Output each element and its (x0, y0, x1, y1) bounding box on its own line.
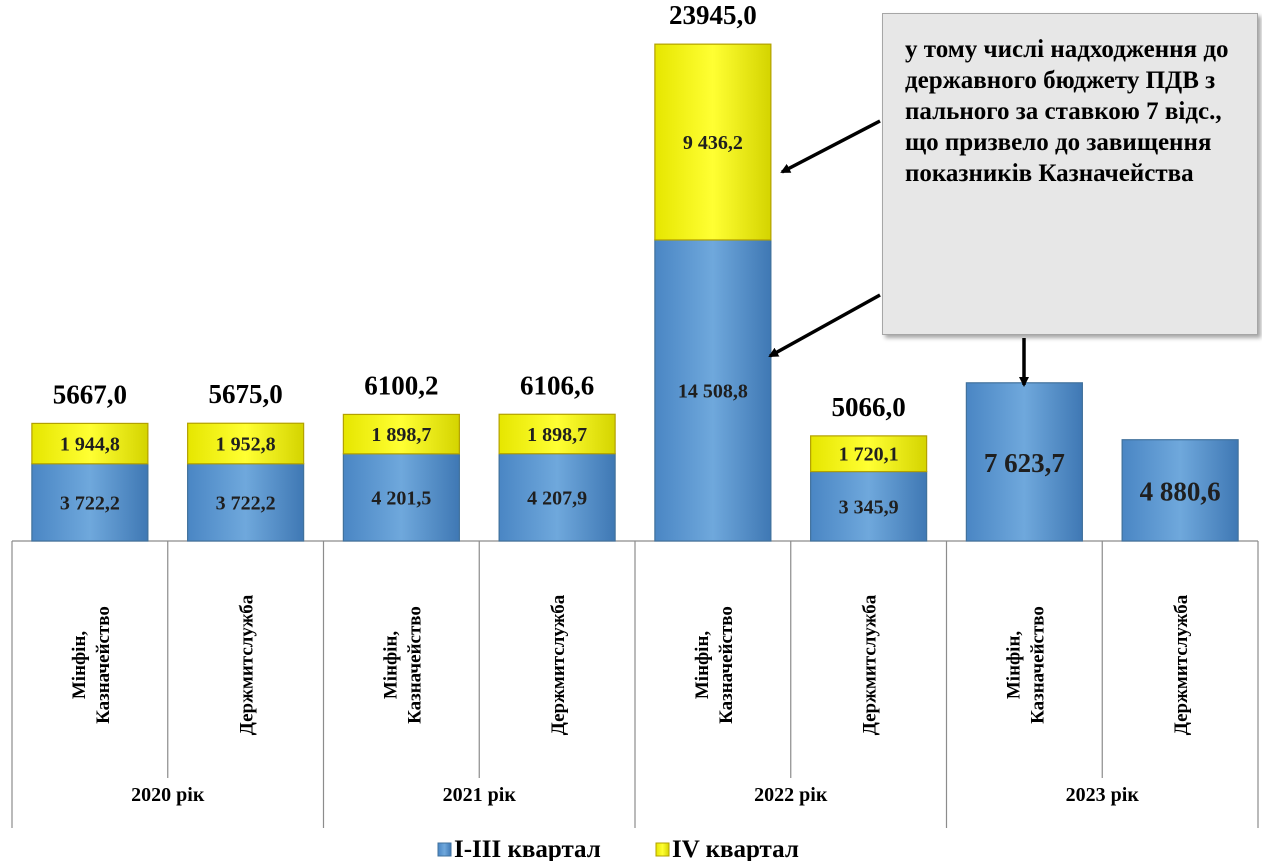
legend: І-ІІІ квартал IV квартал (437, 836, 799, 861)
legend-swatch-0 (437, 842, 452, 857)
category-label: Держмитслужба (237, 594, 258, 735)
category-label: Мінфін, (692, 631, 713, 700)
data-label: 14 508,8 (678, 380, 748, 402)
data-label: 1 720,1 (839, 444, 899, 466)
bar-q4-2 (342, 413, 460, 455)
bar-q1-q3-6 (965, 382, 1083, 542)
bar-q1-q3-7 (1121, 439, 1239, 542)
legend-label-0: І-ІІІ квартал (454, 836, 601, 861)
data-label: 3 345,9 (839, 496, 899, 518)
bar-q1-q3-4 (654, 239, 772, 542)
group-label: 2023 рік (1066, 784, 1140, 806)
legend-swatch-1 (655, 842, 670, 857)
callout-note: у тому числі надходження до державного б… (882, 13, 1258, 335)
data-label: 1 898,7 (527, 424, 587, 446)
bar-q1-q3-3 (498, 453, 616, 542)
category-label: Казначейство (716, 606, 737, 724)
group-label: 2022 рік (754, 784, 828, 806)
data-label: 3 722,2 (216, 492, 276, 514)
bar-q4-4 (654, 43, 772, 241)
total-label: 6106,6 (520, 370, 594, 400)
data-label: 4 207,9 (527, 487, 587, 509)
category-label: Держмитслужба (860, 594, 881, 735)
category-label: Мінфін, (1003, 631, 1024, 700)
group-label: 2020 рік (131, 784, 205, 806)
category-label: Мінфін, (380, 631, 401, 700)
data-label: 1 952,8 (216, 434, 276, 456)
bar-q1-q3-5 (810, 470, 928, 542)
data-label: 3 722,2 (60, 492, 120, 514)
total-label: 6100,2 (364, 370, 438, 400)
callout-arrow-blue (768, 293, 881, 358)
category-label: Держмитслужба (548, 594, 569, 735)
bar-q1-q3-2 (342, 453, 460, 542)
bars-layer (31, 43, 1239, 542)
bar-q4-3 (498, 413, 616, 455)
data-label: 1 944,8 (60, 434, 120, 456)
bar-q4-5 (810, 435, 928, 473)
total-label: 5066,0 (832, 392, 906, 422)
callout-arrow-yellow (780, 119, 881, 174)
bar-q1-q3-1 (187, 463, 305, 542)
data-label: 4 880,6 (1140, 476, 1221, 506)
data-label: 9 436,2 (683, 132, 743, 154)
category-label: Держмитслужба (1171, 594, 1192, 735)
data-label: 7 623,7 (984, 448, 1065, 478)
total-label: 5667,0 (53, 379, 127, 409)
category-label: Казначейство (404, 606, 425, 724)
legend-label-1: IV квартал (672, 836, 799, 861)
bar-q4-0 (31, 422, 149, 465)
callout-arrows (768, 119, 1029, 387)
group-label: 2021 рік (443, 784, 517, 806)
data-label: 1 898,7 (371, 424, 431, 446)
category-label: Казначейство (1027, 606, 1048, 724)
category-label: Мінфін, (69, 631, 90, 700)
category-label: Казначейство (93, 606, 114, 724)
total-label: 23945,0 (669, 0, 757, 30)
bar-q4-1 (187, 422, 305, 465)
total-label: 5675,0 (209, 379, 283, 409)
data-label: 4 201,5 (371, 487, 431, 509)
